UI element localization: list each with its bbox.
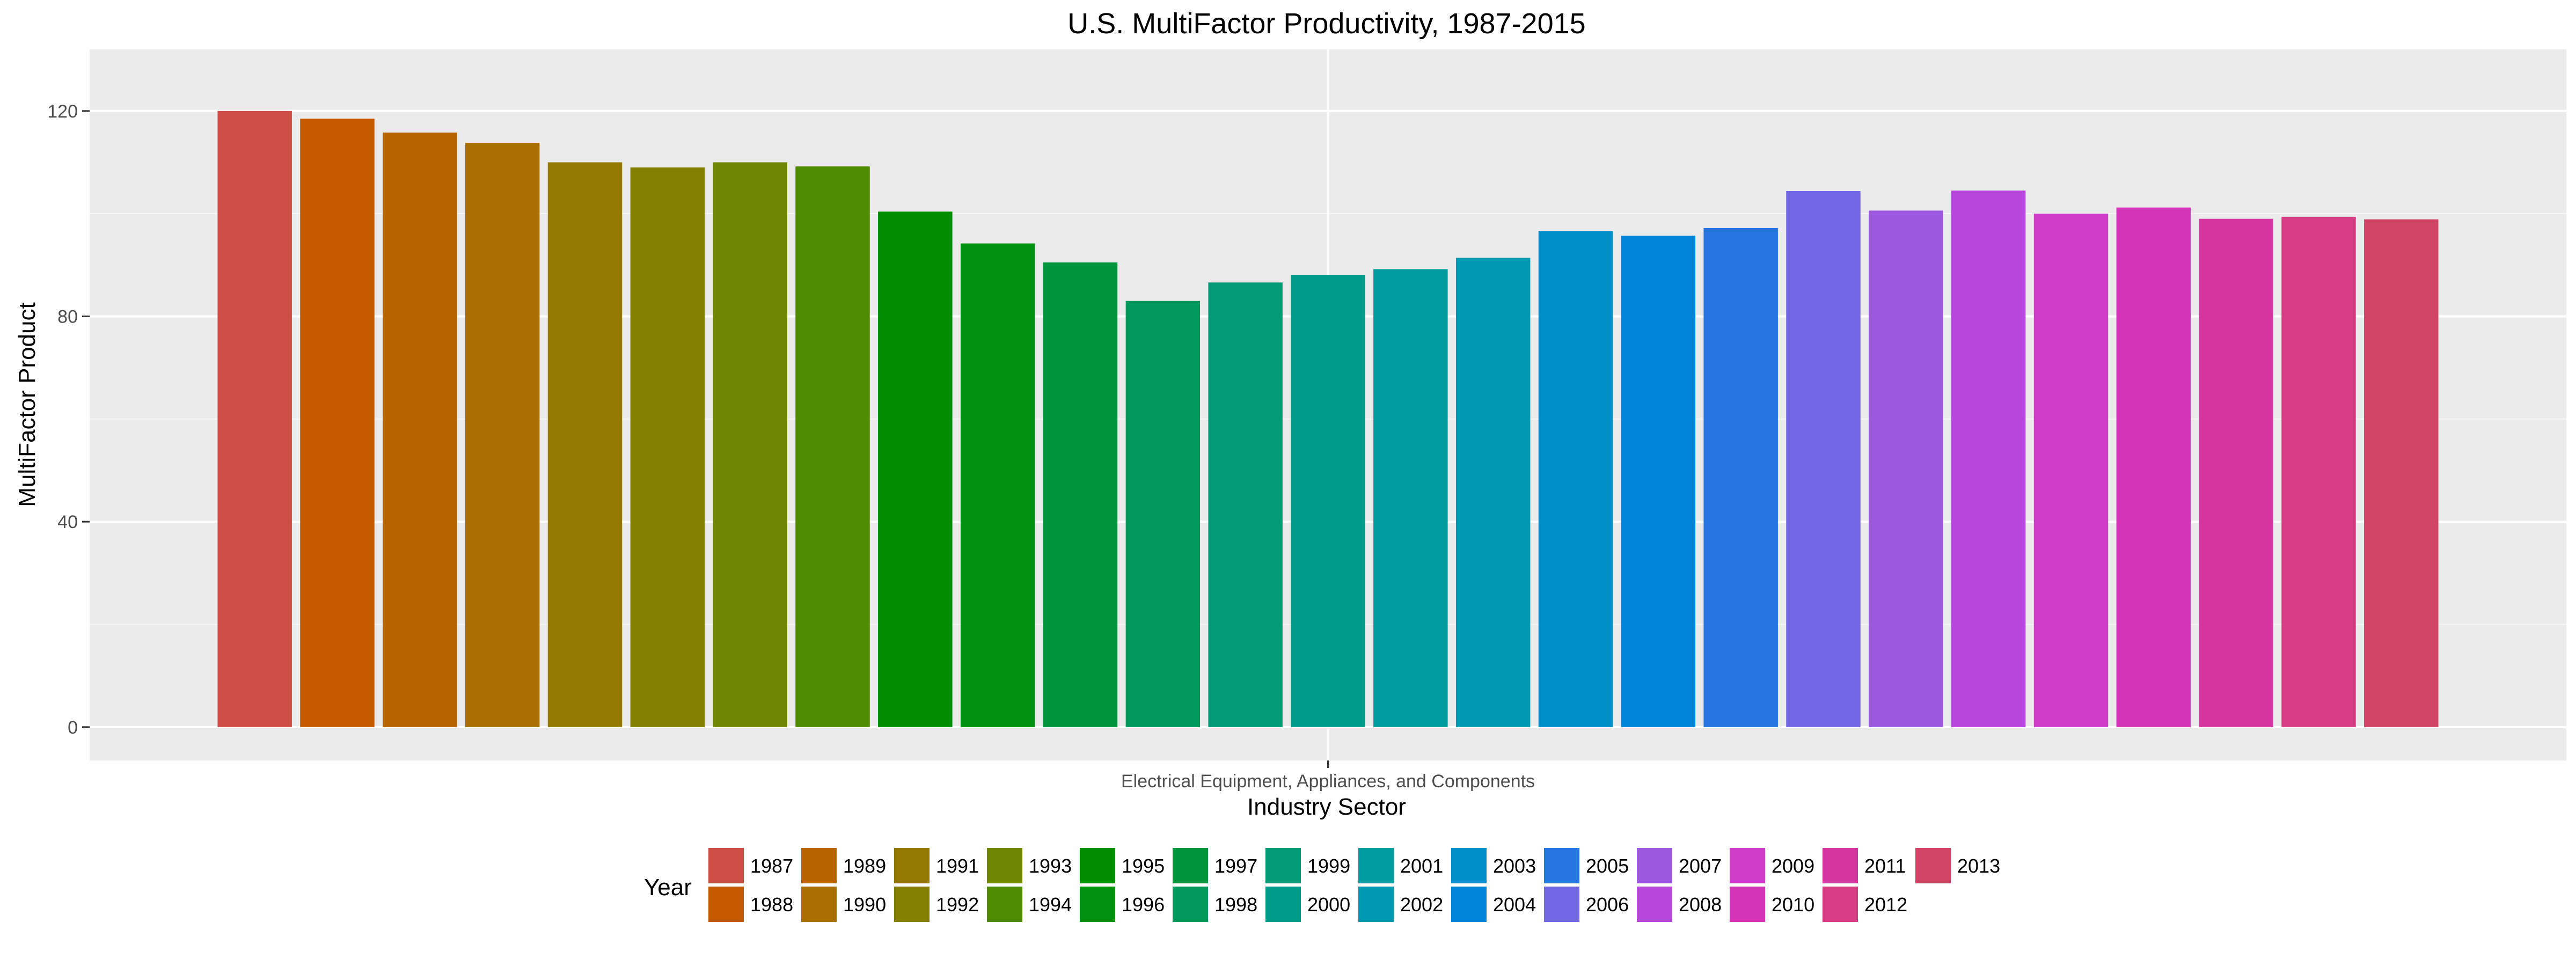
- bar-2005: [1703, 228, 1778, 727]
- legend-label-1987: 1987: [750, 855, 793, 877]
- legend-label-2013: 2013: [1957, 855, 2000, 877]
- legend-key-1994: [987, 887, 1022, 922]
- legend-label-2009: 2009: [1772, 855, 1814, 877]
- bar-1990: [465, 143, 540, 727]
- legend-label-1990: 1990: [843, 894, 886, 916]
- legend-key-2002: [1358, 887, 1394, 922]
- bars: [217, 111, 2439, 727]
- legend-label-2011: 2011: [1864, 855, 1906, 877]
- legend-key-1990: [801, 887, 837, 922]
- legend-key-2007: [1637, 848, 1672, 883]
- legend-key-1993: [987, 848, 1022, 883]
- legend-label-1992: 1992: [936, 894, 979, 916]
- bar-2000: [1291, 274, 1365, 727]
- bar-2003: [1538, 231, 1613, 727]
- legend-key-1988: [708, 887, 744, 922]
- legend-label-2005: 2005: [1586, 855, 1629, 877]
- legend-label-1997: 1997: [1214, 855, 1257, 877]
- legend-key-1999: [1265, 848, 1301, 883]
- bar-1996: [960, 243, 1035, 727]
- legend-key-2005: [1544, 848, 1579, 883]
- legend-key-1995: [1080, 848, 1115, 883]
- bar-1998: [1125, 301, 1201, 727]
- legend-label-1993: 1993: [1029, 855, 1072, 877]
- chart-title: U.S. MultiFactor Productivity, 1987-2015: [1067, 8, 1585, 40]
- legend-key-1998: [1173, 887, 1208, 922]
- legend-key-2003: [1451, 848, 1487, 883]
- legend-label-2002: 2002: [1400, 894, 1443, 916]
- bar-2004: [1621, 236, 1696, 727]
- bar-1995: [878, 211, 953, 727]
- x-axis-title: Industry Sector: [1247, 794, 1406, 820]
- bar-1994: [795, 166, 870, 727]
- bar-2009: [2033, 214, 2109, 727]
- bar-1997: [1043, 262, 1118, 727]
- bar-1992: [630, 167, 705, 727]
- legend-label-2000: 2000: [1307, 894, 1350, 916]
- legend-label-1988: 1988: [750, 894, 793, 916]
- legend-key-1997: [1173, 848, 1208, 883]
- legend-key-2013: [1915, 848, 1951, 883]
- legend-label-2001: 2001: [1400, 855, 1443, 877]
- legend-label-1999: 1999: [1307, 855, 1350, 877]
- legend-key-2006: [1544, 887, 1579, 922]
- legend-label-1994: 1994: [1029, 894, 1072, 916]
- bar-2007: [1869, 210, 1943, 727]
- bar-1993: [713, 162, 787, 727]
- legend-label-2010: 2010: [1772, 894, 1814, 916]
- legend-label-1991: 1991: [936, 855, 979, 877]
- bar-2002: [1455, 258, 1531, 727]
- y-tick-label: 0: [68, 718, 78, 738]
- legend-label-1996: 1996: [1122, 894, 1165, 916]
- legend-label-1998: 1998: [1214, 894, 1257, 916]
- legend-key-2008: [1637, 887, 1672, 922]
- bar-2008: [1951, 191, 2026, 727]
- legend-label-1995: 1995: [1122, 855, 1165, 877]
- bar-1989: [383, 132, 457, 727]
- legend-label-2003: 2003: [1493, 855, 1536, 877]
- legend-label-2012: 2012: [1864, 894, 1907, 916]
- y-axis-title: MultiFactor Product: [14, 302, 40, 507]
- legend-title: Year: [644, 874, 692, 901]
- y-tick-label: 120: [47, 101, 78, 122]
- legend-key-2004: [1451, 887, 1487, 922]
- x-axis: Electrical Equipment, Appliances, and Co…: [1121, 760, 1535, 792]
- legend-key-1996: [1080, 887, 1115, 922]
- legend-key-2010: [1730, 887, 1765, 922]
- y-tick-label: 80: [57, 306, 78, 327]
- legend-label-1989: 1989: [843, 855, 886, 877]
- bar-2011: [2199, 218, 2273, 727]
- legend-key-1992: [894, 887, 930, 922]
- legend-items: 1987 1988 1989 1990 1991 1992 1993 1994 1995 1996…: [708, 848, 2000, 922]
- legend-key-1989: [801, 848, 837, 883]
- legend-label-2008: 2008: [1679, 894, 1722, 916]
- bar-1988: [300, 119, 375, 727]
- legend-key-2011: [1823, 848, 1858, 883]
- y-axis: 0 40 80 120: [47, 101, 90, 738]
- x-tick-label: Electrical Equipment, Appliances, and Co…: [1121, 771, 1535, 792]
- legend-key-2001: [1358, 848, 1394, 883]
- legend-key-1987: [708, 848, 744, 883]
- bar-2010: [2116, 207, 2191, 727]
- legend-key-2009: [1730, 848, 1765, 883]
- y-tick-label: 40: [57, 512, 78, 532]
- bar-2013: [2364, 219, 2439, 727]
- bar-2001: [1373, 269, 1448, 727]
- bar-1991: [547, 162, 623, 727]
- legend-key-1991: [894, 848, 930, 883]
- bar-2012: [2281, 216, 2356, 727]
- legend-label-2007: 2007: [1679, 855, 1722, 877]
- bar-1987: [217, 111, 292, 727]
- legend-key-2000: [1265, 887, 1301, 922]
- legend-key-2012: [1823, 887, 1858, 922]
- bar-1999: [1208, 282, 1283, 727]
- legend: Year 1987 1988 1989 1990 1991 1992 1993 1994 199…: [644, 848, 2000, 922]
- legend-label-2006: 2006: [1586, 894, 1629, 916]
- bar-2006: [1786, 191, 1861, 727]
- legend-label-2004: 2004: [1493, 894, 1536, 916]
